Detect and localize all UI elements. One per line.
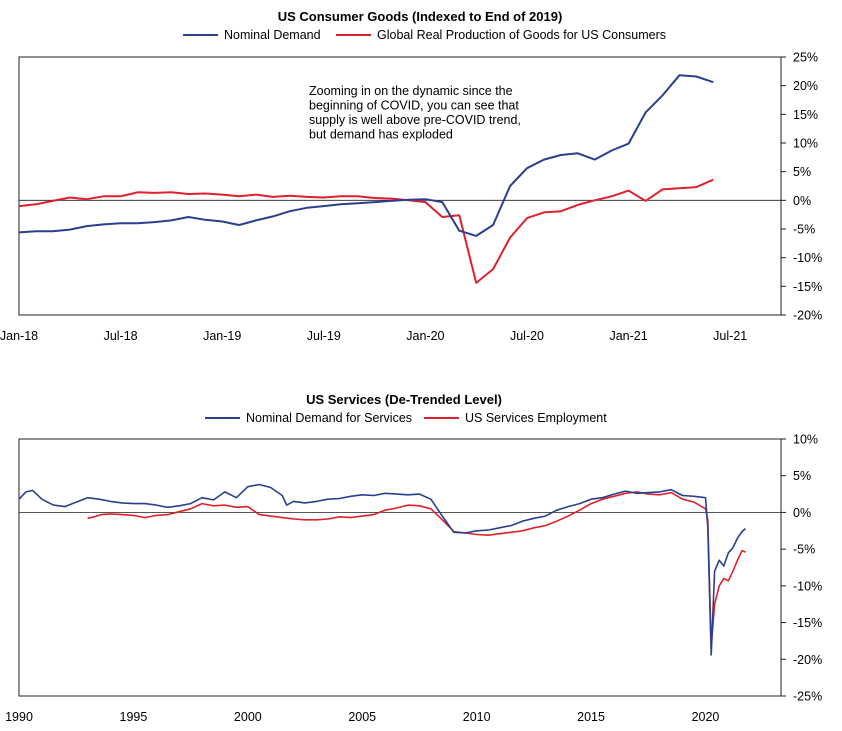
annotation-line-4: but demand has exploded	[309, 128, 453, 142]
x-tick-label: Jul-21	[713, 329, 747, 343]
x-tick-label: 2015	[577, 710, 605, 724]
x-tick-label: 2000	[234, 710, 262, 724]
annotation-line-1: Zooming in on the dynamic since the	[309, 84, 513, 98]
x-tick-label: 2010	[463, 710, 491, 724]
chart2-y-axis: 10% 5% 0% -5% -10% -15% -20% -25%	[781, 433, 822, 704]
annotation-line-3: supply is well above pre-COVID trend,	[309, 113, 521, 127]
y-tick-label: 0%	[793, 506, 811, 520]
y-tick-label: -25%	[793, 690, 822, 704]
chart2-plot-area	[18, 438, 782, 697]
y-tick-label: 15%	[793, 108, 818, 122]
y-tick-label: -5%	[793, 543, 815, 557]
chart1-title: US Consumer Goods (Indexed to End of 201…	[278, 9, 563, 24]
chart2-legend: Nominal Demand for Services US Services …	[205, 411, 607, 425]
chart1-plot-area	[18, 56, 782, 316]
x-tick-label: Jan-19	[203, 329, 241, 343]
chart2-legend-label-services-demand: Nominal Demand for Services	[246, 411, 412, 425]
x-tick-label: 1990	[5, 710, 33, 724]
annotation-line-2: beginning of COVID, you can see that	[309, 99, 519, 113]
chart2-legend-label-employment: US Services Employment	[465, 411, 607, 425]
x-tick-label: Jul-20	[510, 329, 544, 343]
chart1-series-real-production-line	[18, 74, 714, 237]
y-tick-label: 25%	[793, 51, 818, 65]
chart2-series-nominal-services-demand-line	[18, 483, 747, 656]
x-tick-label: Jan-21	[609, 329, 647, 343]
chart1-legend-label-production: Global Real Production of Goods for US C…	[377, 28, 666, 42]
y-tick-label: 5%	[793, 165, 811, 179]
x-tick-label: 2020	[692, 710, 720, 724]
chart2: US Services (De-Trended Level) Nominal D…	[5, 392, 822, 724]
y-tick-label: -20%	[793, 653, 822, 667]
chart1-legend: Nominal Demand Global Real Production of…	[183, 28, 666, 42]
chart1-legend-label-demand: Nominal Demand	[224, 28, 321, 42]
chart2-title: US Services (De-Trended Level)	[306, 392, 502, 407]
x-tick-label: Jan-18	[0, 329, 38, 343]
y-tick-label: -15%	[793, 280, 822, 294]
chart2-x-axis: 1990 1995 2000 2005 2010 2015 2020	[5, 710, 719, 724]
y-tick-label: 20%	[793, 79, 818, 93]
chart1-annotation: Zooming in on the dynamic since the begi…	[309, 84, 524, 142]
x-tick-label: Jan-20	[406, 329, 444, 343]
x-tick-label: Jul-18	[104, 329, 138, 343]
chart1: US Consumer Goods (Indexed to End of 201…	[0, 9, 822, 343]
y-tick-label: 5%	[793, 469, 811, 483]
y-tick-label: -20%	[793, 309, 822, 323]
chart2-series-services-employment-line	[87, 491, 746, 648]
y-tick-label: -5%	[793, 223, 815, 237]
y-tick-label: -10%	[793, 579, 822, 593]
y-tick-label: 0%	[793, 194, 811, 208]
x-tick-label: 2005	[348, 710, 376, 724]
chart1-series-nominal-demand-line	[18, 178, 714, 284]
chart1-y-axis: 25% 20% 15% 10% 5% 0% -5% -10% -15% -20%	[781, 51, 822, 323]
x-tick-label: Jul-19	[307, 329, 341, 343]
y-tick-label: -10%	[793, 251, 822, 265]
x-tick-label: 1995	[120, 710, 148, 724]
y-tick-label: -15%	[793, 616, 822, 630]
y-tick-label: 10%	[793, 433, 818, 447]
y-tick-label: 10%	[793, 137, 818, 151]
chart1-x-axis: Jan-18 Jul-18 Jan-19 Jul-19 Jan-20 Jul-20 Jan-…	[0, 329, 747, 343]
